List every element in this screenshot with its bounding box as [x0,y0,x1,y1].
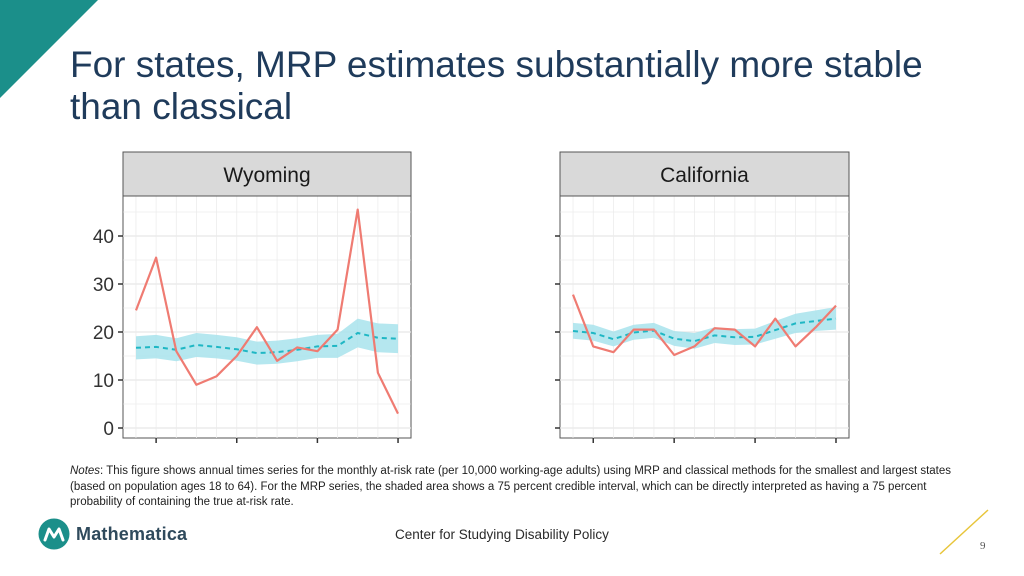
chart-panel-wyoming: Wyoming 0 10 20 30 40 [93,151,412,443]
chart-panel-california: California [555,151,850,443]
classical-line-wyoming [134,208,399,415]
y-tick-label: 40 [93,227,114,248]
logo-text: Mathematica [76,523,188,544]
mrp-credible-band-california [573,307,836,349]
plot-area-wyoming [122,195,412,439]
gold-slash-line-icon [939,509,989,555]
mathematica-logo-icon [38,518,70,550]
mrp-credible-band-wyoming [136,318,398,365]
y-tick-label: 0 [103,419,114,440]
classical-line-california [571,294,837,357]
page-number: 9 [980,540,986,552]
teal-corner-triangle-icon [0,0,98,98]
y-tick-label: 20 [93,323,114,344]
y-tick-label: 10 [93,371,114,392]
footer-center-text: Center for Studying Disability Policy [395,527,609,542]
slide-title: For states, MRP estimates substantially … [70,44,923,127]
grid-wyoming [123,196,411,438]
notes-text: : This figure shows annual times series … [70,465,952,508]
panel-title-wyoming: Wyoming [223,164,310,187]
figure-notes: Notes: This figure shows annual times se… [70,464,970,511]
charts-area: Wyoming 0 10 20 30 40 California [93,151,850,443]
mathematica-logo: Mathematica [38,518,187,550]
notes-label: Notes [70,465,101,477]
y-tick-label: 30 [93,275,114,296]
panel-title-california: California [660,164,749,187]
panel-strip-wyoming [122,151,412,197]
panel-strip-california [559,151,850,197]
